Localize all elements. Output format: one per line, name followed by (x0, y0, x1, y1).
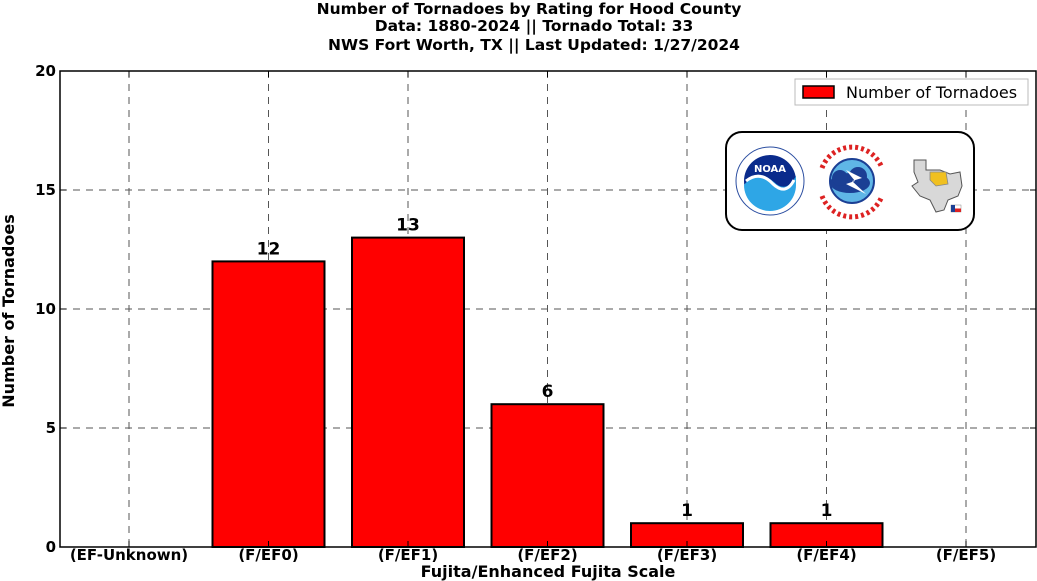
y-tick-label: 10 (35, 300, 56, 318)
chart-title-line-2: Data: 1880-2024 || Tornado Total: 33 (375, 17, 694, 36)
plot-area-frame (59, 70, 1037, 548)
agency-logos: NOAA (725, 131, 975, 231)
y-tick-label: 20 (35, 62, 56, 80)
bar-f-ef0 (211, 260, 326, 548)
x-tick-label: (F/EF5) (936, 546, 996, 564)
noaa-logo: NOAA (735, 146, 805, 216)
x-axis-label: Fujita/Enhanced Fujita Scale (421, 562, 676, 581)
data-label: 1 (821, 501, 833, 521)
x-tick-label: (F/EF2) (517, 546, 577, 564)
axis-ticks: 0 5 10 15 20 (EF-Unknown) (F/EF0) (F/EF1) (F/EF2… (35, 62, 1036, 564)
x-tick-label: (F/EF1) (378, 546, 438, 564)
texas-logo (900, 147, 968, 215)
legend: Number of Tornadoes (794, 78, 1029, 106)
noaa-logo-text: NOAA (754, 164, 786, 175)
y-tick-label: 15 (35, 181, 56, 199)
bars (211, 236, 884, 549)
chart-title-line-3: NWS Fort Worth, TX || Last Updated: 1/27… (328, 36, 740, 55)
nws-logo (818, 144, 886, 220)
y-axis-label: Number of Tornadoes (0, 214, 18, 407)
y-tick-label: 5 (46, 419, 56, 437)
x-tick-label: (F/EF3) (657, 546, 717, 564)
data-label: 12 (257, 239, 281, 259)
x-tick-label: (F/EF0) (238, 546, 298, 564)
bar-f-ef2 (490, 403, 605, 549)
x-tick-label: (F/EF4) (796, 546, 856, 564)
data-label: 13 (396, 216, 420, 236)
legend-label: Number of Tornadoes (846, 83, 1017, 102)
legend-swatch (802, 85, 835, 99)
bar-f-ef1 (351, 236, 465, 548)
y-tick-label: 0 (46, 538, 56, 556)
chart-title-line-1: Number of Tornadoes by Rating for Hood C… (317, 0, 742, 18)
data-labels: 12 13 6 1 1 (257, 216, 833, 522)
data-label: 6 (542, 382, 554, 402)
x-tick-label: (EF-Unknown) (70, 546, 188, 564)
data-label: 1 (681, 501, 693, 521)
